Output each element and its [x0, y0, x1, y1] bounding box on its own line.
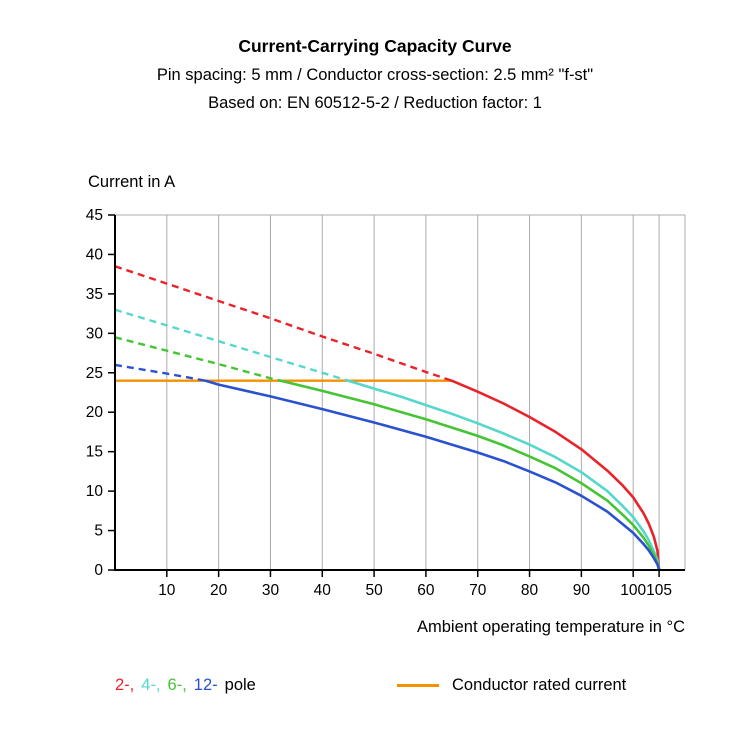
pole-legend-item-6-pole: 6-, — [167, 676, 187, 694]
tick-label: 5 — [94, 523, 103, 540]
tick-label: 70 — [469, 582, 487, 599]
tick-label: 20 — [86, 404, 104, 421]
x-axis-title: Ambient operating temperature in °C — [417, 618, 685, 636]
rated-current-legend: Conductor rated current — [397, 676, 626, 695]
tick-label: 50 — [365, 582, 383, 599]
pole-legend-suffix: pole — [224, 676, 256, 694]
pole-legend: 2-, 4-, 6-, 12- pole — [115, 676, 256, 695]
pole-legend-item-12-pole: 12- — [193, 676, 218, 694]
tick-label: 10 — [86, 483, 104, 500]
tick-label: 30 — [262, 582, 280, 599]
chart-title: Current-Carrying Capacity Curve — [238, 36, 512, 56]
tick-label: 80 — [521, 582, 539, 599]
tick-label: 15 — [86, 444, 103, 461]
tick-label: 0 — [94, 562, 103, 579]
tick-label: 105 — [646, 582, 672, 599]
tick-label: 40 — [314, 582, 332, 599]
rated-current-line-swatch — [397, 684, 439, 687]
rated-current-label: Conductor rated current — [452, 676, 627, 694]
tick-label: 40 — [86, 246, 104, 263]
tick-label: 45 — [86, 207, 103, 224]
tick-label: 35 — [86, 286, 103, 303]
y-axis-title: Current in A — [88, 173, 176, 191]
pole-legend-item-4-pole: 4-, — [141, 676, 161, 694]
tick-label: 90 — [573, 582, 591, 599]
tick-label: 25 — [86, 365, 103, 382]
chart-subtitle-spec: Pin spacing: 5 mm / Conductor cross-sect… — [156, 66, 594, 84]
tick-label: 60 — [417, 582, 435, 599]
tick-label: 10 — [158, 582, 176, 599]
tick-label: 20 — [210, 582, 228, 599]
pole-legend-item-2-pole: 2-, — [115, 676, 135, 694]
tick-label: 100 — [620, 582, 646, 599]
tick-label: 30 — [86, 325, 104, 342]
chart-subtitle-standard: Based on: EN 60512-5-2 / Reduction facto… — [208, 94, 542, 112]
